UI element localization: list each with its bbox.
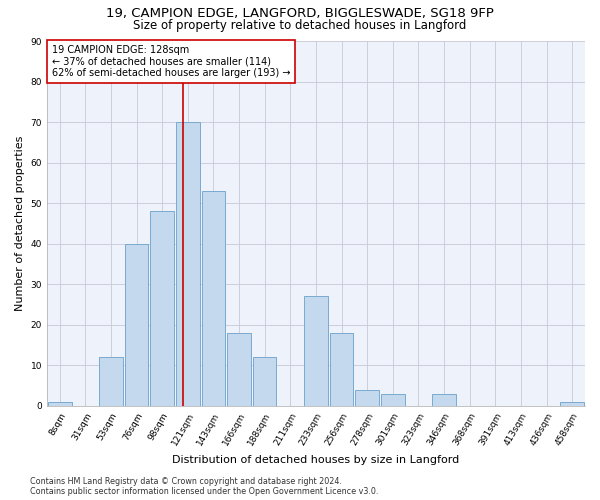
Bar: [125, 244, 148, 406]
Bar: [48, 402, 71, 406]
Bar: [176, 122, 200, 406]
Text: 19, CAMPION EDGE, LANGFORD, BIGGLESWADE, SG18 9FP: 19, CAMPION EDGE, LANGFORD, BIGGLESWADE,…: [106, 8, 494, 20]
Bar: [253, 357, 277, 406]
Bar: [432, 394, 456, 406]
Bar: [151, 211, 174, 406]
X-axis label: Distribution of detached houses by size in Langford: Distribution of detached houses by size …: [172, 455, 460, 465]
Bar: [202, 191, 225, 406]
Bar: [227, 333, 251, 406]
Text: Contains HM Land Registry data © Crown copyright and database right 2024.
Contai: Contains HM Land Registry data © Crown c…: [30, 476, 379, 496]
Text: 19 CAMPION EDGE: 128sqm
← 37% of detached houses are smaller (114)
62% of semi-d: 19 CAMPION EDGE: 128sqm ← 37% of detache…: [52, 45, 290, 78]
Bar: [304, 296, 328, 406]
Y-axis label: Number of detached properties: Number of detached properties: [15, 136, 25, 311]
Bar: [99, 357, 123, 406]
Bar: [355, 390, 379, 406]
Bar: [381, 394, 404, 406]
Bar: [330, 333, 353, 406]
Bar: [560, 402, 584, 406]
Text: Size of property relative to detached houses in Langford: Size of property relative to detached ho…: [133, 18, 467, 32]
